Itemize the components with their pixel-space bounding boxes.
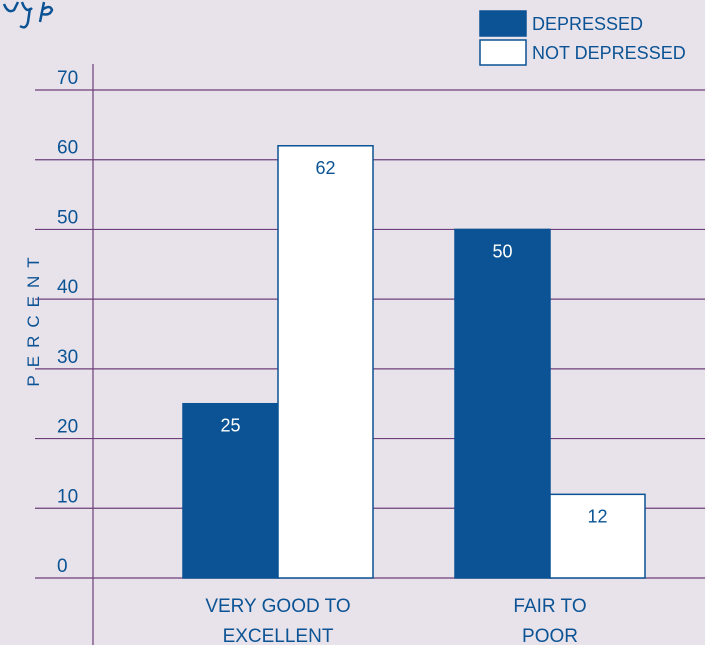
y-tick-label: 20 (57, 417, 78, 438)
legend: DEPRESSED NOT DEPRESSED (479, 10, 686, 66)
x-tick-label: POOR (522, 626, 578, 645)
legend-label: NOT DEPRESSED (532, 43, 686, 63)
x-tick-label: FAIR TO (513, 596, 586, 617)
y-axis: 0 10 20 30 40 50 60 70 (57, 64, 94, 645)
y-tick-label: 40 (57, 277, 78, 298)
bar-not-depressed-1 (549, 493, 646, 579)
y-tick-label: 0 (57, 556, 68, 577)
y-tick-label: 50 (57, 207, 78, 228)
bar-depressed-1 (454, 228, 551, 579)
data-label: 25 (220, 416, 240, 436)
y-tick-label: 10 (57, 486, 78, 507)
bar-not-depressed-0 (277, 145, 374, 579)
y-tick-label: 60 (57, 138, 78, 159)
legend-label: DEPRESSED (532, 14, 643, 34)
y-tick-label: 30 (57, 347, 78, 368)
y-tick-label: 70 (57, 68, 78, 89)
data-label: 12 (587, 506, 607, 526)
x-tick-label: VERY GOOD TO (205, 596, 350, 617)
y-axis-label: PERCENT (24, 249, 43, 386)
x-axis-labels: VERY GOOD TO EXCELLENT FAIR TO POOR (205, 596, 586, 645)
data-labels: 25 62 50 12 (220, 158, 607, 527)
x-tick-label: EXCELLENT (223, 626, 334, 645)
legend-swatch-not-depressed (479, 39, 527, 66)
legend-swatch-depressed (479, 10, 527, 37)
title-fragment (2, 1, 54, 29)
data-label: 62 (315, 158, 335, 178)
data-label: 50 (492, 241, 512, 261)
bars (182, 145, 646, 579)
